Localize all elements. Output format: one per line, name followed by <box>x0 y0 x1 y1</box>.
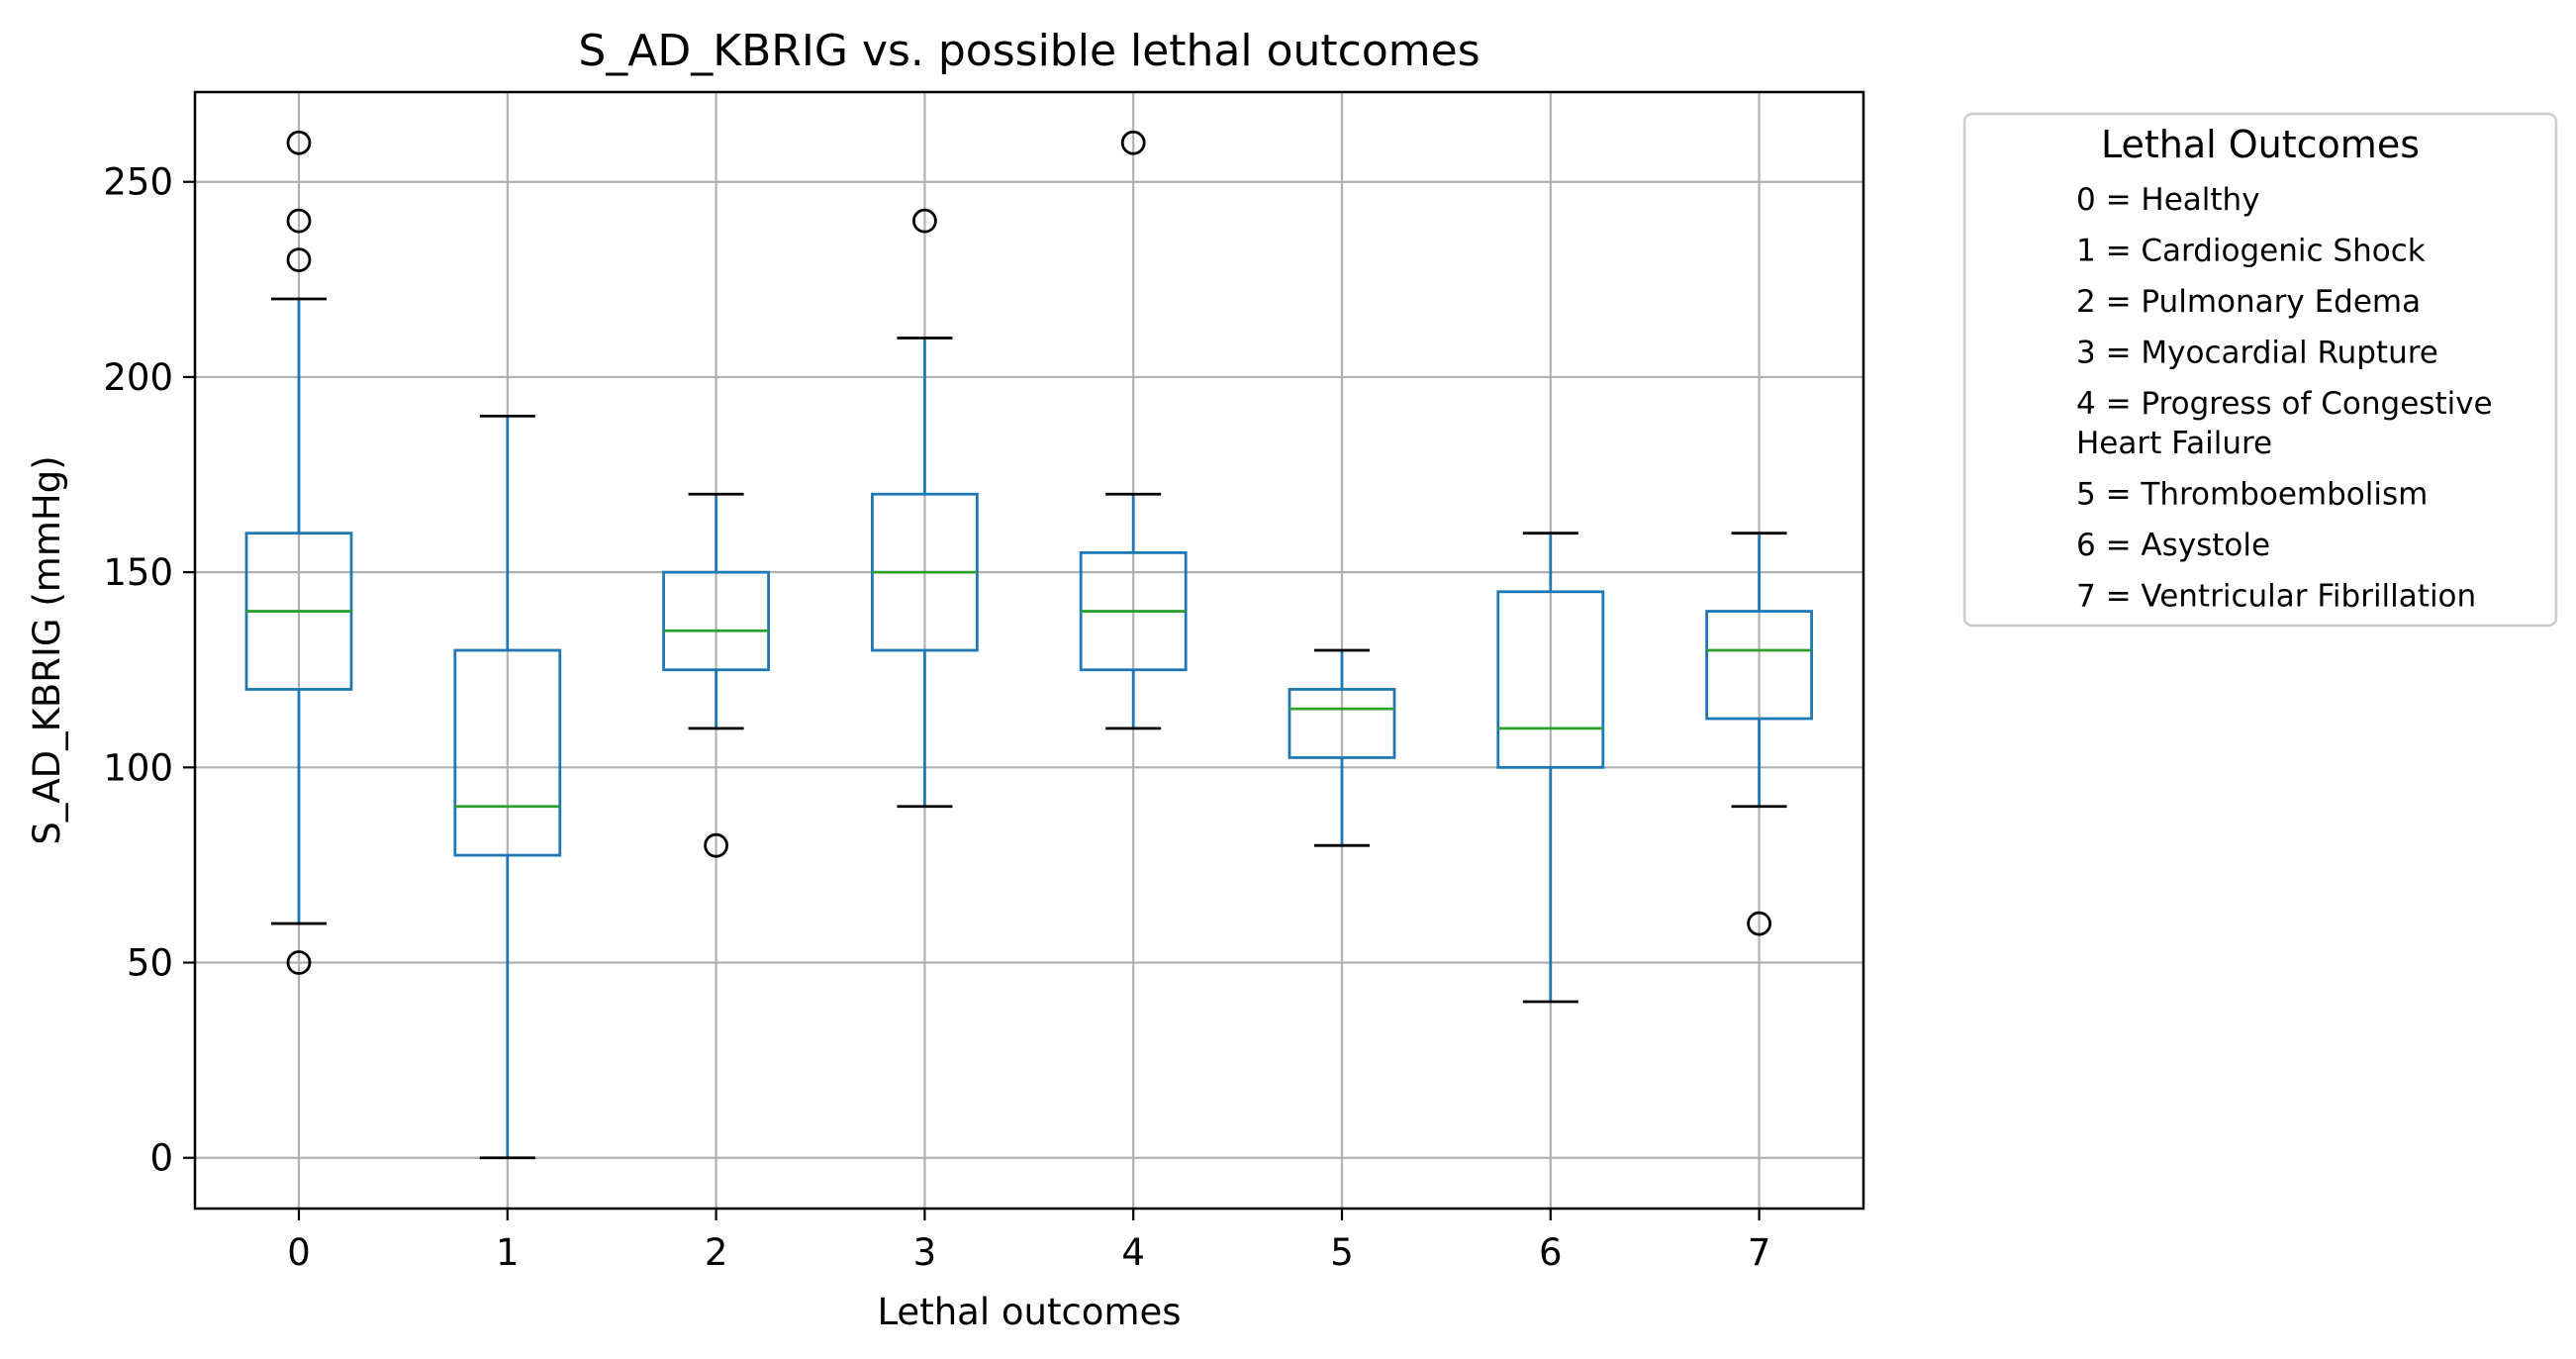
outlier-point <box>286 950 312 975</box>
x-axis-label: Lethal outcomes <box>877 1291 1181 1333</box>
box-series <box>244 130 1813 1160</box>
legend-title: Lethal Outcomes <box>2101 123 2420 166</box>
outlier-point <box>286 247 312 272</box>
grid-lines <box>195 92 1863 1209</box>
box-group-0 <box>244 130 353 975</box>
x-tick-label: 0 <box>287 1231 311 1274</box>
x-tick-label: 6 <box>1539 1231 1563 1274</box>
legend-entry-4: 4 = Progress of Congestive <box>2076 386 2493 422</box>
y-tick-label: 50 <box>127 942 173 985</box>
chart-title: S_AD_KBRIG vs. possible lethal outcomes <box>578 26 1479 76</box>
y-tick-label: 0 <box>149 1137 173 1180</box>
x-tick-label: 3 <box>913 1231 937 1274</box>
x-tick-label: 5 <box>1330 1231 1354 1274</box>
y-tick-label: 100 <box>103 746 173 789</box>
y-axis-label: S_AD_KBRIG (mmHg) <box>26 455 68 844</box>
x-tick-label: 7 <box>1748 1231 1771 1274</box>
x-tick-label: 4 <box>1121 1231 1145 1274</box>
plot-frame <box>193 90 1865 1211</box>
outlier-point <box>912 208 937 234</box>
legend-entry-7: 7 = Ventricular Fibrillation <box>2076 579 2476 615</box>
box-group-4 <box>1079 130 1188 730</box>
outlier-point <box>1747 911 1771 936</box>
legend-entries: 0 = Healthy 1 = Cardiogenic Shock 2 = Pulm… <box>2076 182 2493 615</box>
box-group-6 <box>1496 532 1605 1004</box>
box-group-5 <box>1288 648 1396 847</box>
legend: Lethal Outcomes 0 = Healthy 1 = Cardiogen… <box>1962 112 2558 628</box>
outlier-point <box>286 130 312 155</box>
box-group-2 <box>662 492 770 858</box>
legend-entry-0: 0 = Healthy <box>2076 182 2260 218</box>
legend-entry-4: Heart Failure <box>2076 426 2272 461</box>
iqr-box <box>453 648 562 857</box>
x-tick-label: 1 <box>496 1231 520 1274</box>
box-group-7 <box>1705 532 1813 936</box>
x-tick-label: 2 <box>705 1231 728 1274</box>
iqr-box <box>1288 688 1396 759</box>
y-tick-label: 200 <box>103 356 173 399</box>
box-group-1 <box>453 414 562 1160</box>
legend-entry-1: 1 = Cardiogenic Shock <box>2076 234 2426 269</box>
iqr-box <box>662 570 770 672</box>
iqr-box <box>1496 590 1605 769</box>
legend-entry-2: 2 = Pulmonary Edema <box>2076 284 2421 320</box>
x-axis: 0 1 2 3 4 5 6 7 <box>287 1209 1770 1274</box>
iqr-box <box>1705 610 1813 721</box>
legend-frame <box>1962 112 2558 628</box>
legend-entry-6: 6 = Asystole <box>2076 528 2270 563</box>
y-tick-label: 150 <box>103 551 173 594</box>
outlier-point <box>1120 130 1146 155</box>
outlier-point <box>704 832 728 858</box>
outlier-point <box>286 208 312 234</box>
y-tick-label: 250 <box>103 161 173 204</box>
box-group-3 <box>871 208 979 809</box>
legend-entry-5: 5 = Thromboembolism <box>2076 477 2428 513</box>
y-axis: 0 50 100 150 200 250 <box>103 161 195 1180</box>
legend-entry-3: 3 = Myocardial Rupture <box>2076 336 2438 371</box>
